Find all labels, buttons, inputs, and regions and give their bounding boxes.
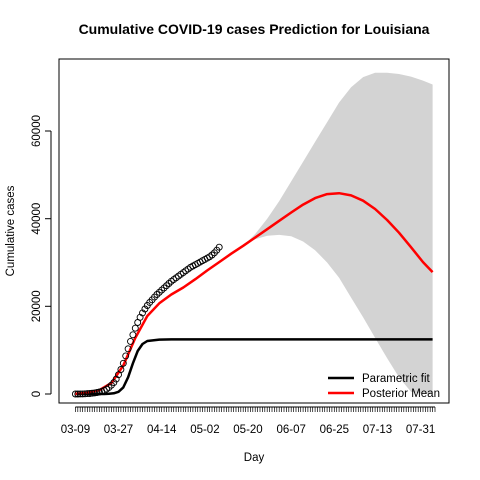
observed-point	[88, 389, 96, 397]
observed-point	[122, 352, 130, 360]
observed-point	[93, 389, 101, 396]
x-tick-label: 06-25	[320, 424, 349, 436]
observed-point	[71, 390, 79, 398]
observed-point	[153, 291, 161, 298]
observed-point	[163, 282, 170, 290]
legend-parametric-label: Parametric fit	[362, 373, 431, 385]
plot-frame	[58, 58, 450, 404]
observed-point	[158, 286, 166, 294]
legend: Parametric fit Posterior Mean	[328, 373, 440, 400]
observed-point	[117, 366, 125, 373]
credible-band	[219, 72, 433, 394]
observed-point	[139, 309, 146, 317]
x-tick-label: 07-13	[363, 424, 392, 436]
observed-point	[131, 324, 139, 332]
observed-point	[165, 280, 173, 287]
y-tick-label: 20000	[31, 290, 43, 322]
observed-point	[124, 345, 132, 353]
chart-title: Cumulative COVID-19 cases Prediction for…	[79, 21, 430, 37]
x-tick-label: 06-07	[276, 424, 305, 436]
observed-point	[86, 390, 94, 397]
x-tick-label: 03-27	[104, 424, 133, 436]
observed-point	[79, 390, 87, 398]
x-tick-label: 07-31	[406, 424, 435, 436]
x-tick-label: 04-14	[147, 424, 177, 436]
observed-points-layer	[71, 243, 223, 398]
y-axis: 0 20000 40000 60000	[31, 115, 52, 397]
observed-point	[76, 390, 84, 398]
posterior-mean-layer	[75, 191, 434, 395]
observed-point	[215, 243, 223, 251]
observed-point	[141, 305, 149, 313]
observed-point	[129, 331, 137, 339]
y-axis-label: Cumulative cases	[5, 185, 17, 276]
observed-point	[110, 379, 118, 387]
x-axis: 03-09 03-27 04-14 05-02 05-20 06-07 06-25 07-13…	[61, 406, 436, 436]
parametric-fit-layer	[75, 338, 433, 396]
observed-point	[208, 251, 216, 259]
observed-point	[83, 390, 91, 398]
observed-point	[119, 359, 127, 367]
x-axis-label: Day	[244, 452, 265, 464]
credible-band-layer	[219, 72, 433, 394]
observed-point	[81, 390, 89, 398]
observed-point	[155, 288, 163, 296]
x-tick-label: 05-02	[190, 424, 219, 436]
observed-point	[74, 390, 82, 398]
observed-point	[105, 383, 113, 391]
y-tick-label: 0	[31, 391, 43, 397]
observed-point	[160, 284, 168, 292]
observed-point	[91, 389, 99, 397]
legend-posterior-label: Posterior Mean	[362, 388, 440, 400]
y-tick-label: 60000	[31, 115, 43, 147]
x-tick-label: 05-20	[233, 424, 262, 436]
posterior-mean-line	[75, 191, 434, 395]
x-tick-label: 03-09	[61, 424, 90, 436]
parametric-fit-line	[75, 338, 433, 396]
y-tick-label: 40000	[31, 203, 43, 235]
observed-point	[127, 337, 134, 345]
